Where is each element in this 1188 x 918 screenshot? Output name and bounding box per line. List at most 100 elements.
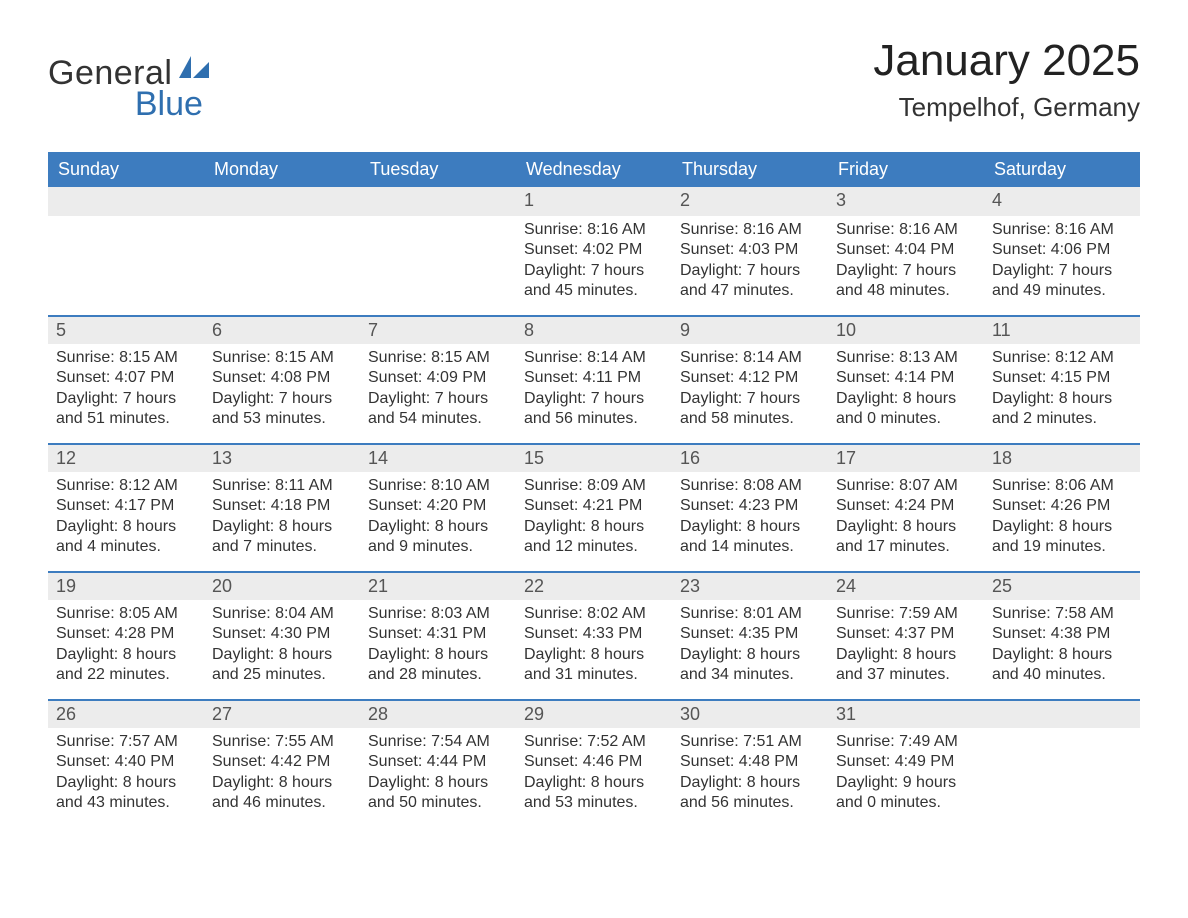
daylight-line: Daylight: 8 hours and 53 minutes. <box>524 773 664 814</box>
daylight-line: Daylight: 7 hours and 53 minutes. <box>212 389 352 430</box>
daylight-line: Daylight: 8 hours and 40 minutes. <box>992 645 1132 686</box>
calendar-cell: 16Sunrise: 8:08 AMSunset: 4:23 PMDayligh… <box>672 443 828 571</box>
calendar-cell: 13Sunrise: 8:11 AMSunset: 4:18 PMDayligh… <box>204 443 360 571</box>
day-details: Sunrise: 8:08 AMSunset: 4:23 PMDaylight:… <box>672 472 828 568</box>
day-details: Sunrise: 8:09 AMSunset: 4:21 PMDaylight:… <box>516 472 672 568</box>
day-details: Sunrise: 8:14 AMSunset: 4:11 PMDaylight:… <box>516 344 672 440</box>
sunrise-line: Sunrise: 7:54 AM <box>368 732 508 752</box>
day-details: Sunrise: 7:52 AMSunset: 4:46 PMDaylight:… <box>516 728 672 824</box>
day-number: 18 <box>984 443 1140 472</box>
calendar-cell: 10Sunrise: 8:13 AMSunset: 4:14 PMDayligh… <box>828 315 984 443</box>
sunrise-line: Sunrise: 8:14 AM <box>680 348 820 368</box>
daylight-line: Daylight: 7 hours and 58 minutes. <box>680 389 820 430</box>
day-details: Sunrise: 8:05 AMSunset: 4:28 PMDaylight:… <box>48 600 204 696</box>
day-number: 27 <box>204 699 360 728</box>
day-number: 29 <box>516 699 672 728</box>
day-number: 11 <box>984 315 1140 344</box>
sunset-line: Sunset: 4:35 PM <box>680 624 820 644</box>
day-details: Sunrise: 8:15 AMSunset: 4:08 PMDaylight:… <box>204 344 360 440</box>
sunset-line: Sunset: 4:23 PM <box>680 496 820 516</box>
day-details: Sunrise: 8:15 AMSunset: 4:09 PMDaylight:… <box>360 344 516 440</box>
day-number: 6 <box>204 315 360 344</box>
day-details: Sunrise: 8:10 AMSunset: 4:20 PMDaylight:… <box>360 472 516 568</box>
day-number: 24 <box>828 571 984 600</box>
sunrise-line: Sunrise: 8:14 AM <box>524 348 664 368</box>
day-details: Sunrise: 8:16 AMSunset: 4:02 PMDaylight:… <box>516 216 672 312</box>
calendar-cell: 20Sunrise: 8:04 AMSunset: 4:30 PMDayligh… <box>204 571 360 699</box>
day-header: Saturday <box>984 152 1140 187</box>
day-header: Wednesday <box>516 152 672 187</box>
sunrise-line: Sunrise: 8:15 AM <box>56 348 196 368</box>
calendar-cell: 22Sunrise: 8:02 AMSunset: 4:33 PMDayligh… <box>516 571 672 699</box>
daylight-line: Daylight: 9 hours and 0 minutes. <box>836 773 976 814</box>
calendar-cell: 8Sunrise: 8:14 AMSunset: 4:11 PMDaylight… <box>516 315 672 443</box>
day-number: 2 <box>672 187 828 216</box>
day-details: Sunrise: 8:06 AMSunset: 4:26 PMDaylight:… <box>984 472 1140 568</box>
calendar-cell: 6Sunrise: 8:15 AMSunset: 4:08 PMDaylight… <box>204 315 360 443</box>
sunset-line: Sunset: 4:02 PM <box>524 240 664 260</box>
sunset-line: Sunset: 4:37 PM <box>836 624 976 644</box>
day-details: Sunrise: 8:03 AMSunset: 4:31 PMDaylight:… <box>360 600 516 696</box>
sunset-line: Sunset: 4:48 PM <box>680 752 820 772</box>
calendar-cell: 27Sunrise: 7:55 AMSunset: 4:42 PMDayligh… <box>204 699 360 827</box>
daylight-line: Daylight: 8 hours and 22 minutes. <box>56 645 196 686</box>
day-header: Monday <box>204 152 360 187</box>
calendar-cell <box>360 187 516 315</box>
sunset-line: Sunset: 4:07 PM <box>56 368 196 388</box>
day-details: Sunrise: 8:16 AMSunset: 4:03 PMDaylight:… <box>672 216 828 312</box>
day-details: Sunrise: 7:58 AMSunset: 4:38 PMDaylight:… <box>984 600 1140 696</box>
calendar-cell <box>984 699 1140 827</box>
calendar-cell: 9Sunrise: 8:14 AMSunset: 4:12 PMDaylight… <box>672 315 828 443</box>
calendar-cell: 15Sunrise: 8:09 AMSunset: 4:21 PMDayligh… <box>516 443 672 571</box>
day-details: Sunrise: 8:14 AMSunset: 4:12 PMDaylight:… <box>672 344 828 440</box>
calendar-cell: 4Sunrise: 8:16 AMSunset: 4:06 PMDaylight… <box>984 187 1140 315</box>
calendar-cell: 1Sunrise: 8:16 AMSunset: 4:02 PMDaylight… <box>516 187 672 315</box>
day-number: 15 <box>516 443 672 472</box>
day-number: 14 <box>360 443 516 472</box>
day-header: Friday <box>828 152 984 187</box>
daylight-line: Daylight: 8 hours and 12 minutes. <box>524 517 664 558</box>
sunset-line: Sunset: 4:42 PM <box>212 752 352 772</box>
daylight-line: Daylight: 8 hours and 19 minutes. <box>992 517 1132 558</box>
day-number: 17 <box>828 443 984 472</box>
sunset-line: Sunset: 4:28 PM <box>56 624 196 644</box>
daylight-line: Daylight: 7 hours and 49 minutes. <box>992 261 1132 302</box>
daylight-line: Daylight: 8 hours and 2 minutes. <box>992 389 1132 430</box>
day-number: 7 <box>360 315 516 344</box>
sunset-line: Sunset: 4:24 PM <box>836 496 976 516</box>
day-number: 31 <box>828 699 984 728</box>
day-number: 4 <box>984 187 1140 216</box>
daylight-line: Daylight: 8 hours and 31 minutes. <box>524 645 664 686</box>
calendar-cell: 26Sunrise: 7:57 AMSunset: 4:40 PMDayligh… <box>48 699 204 827</box>
day-number: 16 <box>672 443 828 472</box>
daylight-line: Daylight: 8 hours and 7 minutes. <box>212 517 352 558</box>
day-number <box>984 699 1140 728</box>
calendar-cell: 31Sunrise: 7:49 AMSunset: 4:49 PMDayligh… <box>828 699 984 827</box>
header: General Blue January 2025 Tempelhof, Ger… <box>48 36 1140 124</box>
daylight-line: Daylight: 8 hours and 28 minutes. <box>368 645 508 686</box>
day-number: 21 <box>360 571 516 600</box>
sunrise-line: Sunrise: 7:49 AM <box>836 732 976 752</box>
day-number: 5 <box>48 315 204 344</box>
day-number <box>360 187 516 216</box>
sunrise-line: Sunrise: 8:16 AM <box>836 220 976 240</box>
sunset-line: Sunset: 4:26 PM <box>992 496 1132 516</box>
day-details: Sunrise: 8:01 AMSunset: 4:35 PMDaylight:… <box>672 600 828 696</box>
page-title: January 2025 <box>873 36 1140 86</box>
day-number: 3 <box>828 187 984 216</box>
sunrise-line: Sunrise: 7:51 AM <box>680 732 820 752</box>
day-details: Sunrise: 8:12 AMSunset: 4:17 PMDaylight:… <box>48 472 204 568</box>
sunrise-line: Sunrise: 7:52 AM <box>524 732 664 752</box>
calendar-cell: 17Sunrise: 8:07 AMSunset: 4:24 PMDayligh… <box>828 443 984 571</box>
day-number: 12 <box>48 443 204 472</box>
daylight-line: Daylight: 8 hours and 0 minutes. <box>836 389 976 430</box>
sunset-line: Sunset: 4:40 PM <box>56 752 196 772</box>
day-details: Sunrise: 8:16 AMSunset: 4:06 PMDaylight:… <box>984 216 1140 312</box>
day-header: Tuesday <box>360 152 516 187</box>
day-number: 20 <box>204 571 360 600</box>
sunset-line: Sunset: 4:12 PM <box>680 368 820 388</box>
day-details: Sunrise: 8:02 AMSunset: 4:33 PMDaylight:… <box>516 600 672 696</box>
heading: January 2025 Tempelhof, Germany <box>873 36 1140 123</box>
sunrise-line: Sunrise: 7:57 AM <box>56 732 196 752</box>
daylight-line: Daylight: 7 hours and 47 minutes. <box>680 261 820 302</box>
